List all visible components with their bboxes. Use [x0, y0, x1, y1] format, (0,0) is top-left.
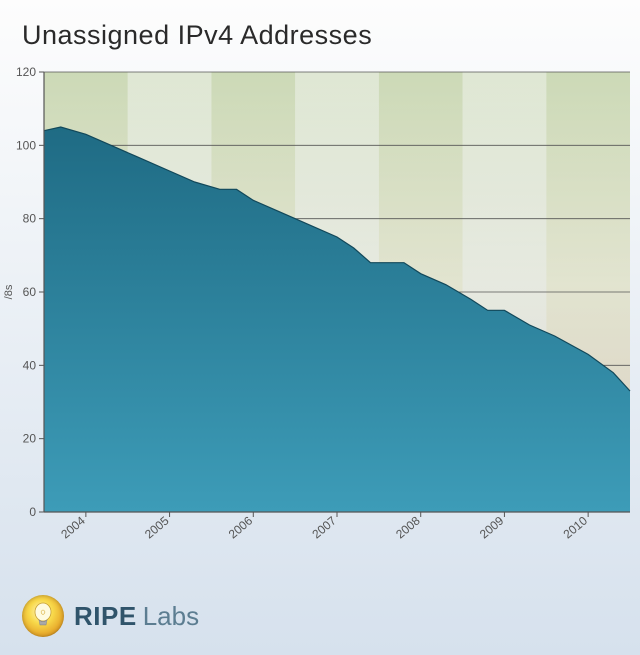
svg-text:2008: 2008: [393, 513, 423, 541]
brand-bold: RIPE: [74, 601, 137, 632]
svg-text:2006: 2006: [226, 513, 256, 541]
svg-text:2007: 2007: [309, 513, 339, 541]
svg-text:/8s: /8s: [3, 284, 15, 299]
brand-light: Labs: [143, 601, 199, 632]
svg-text:2004: 2004: [58, 513, 88, 541]
svg-text:2010: 2010: [561, 513, 591, 541]
svg-text:100: 100: [16, 138, 36, 152]
svg-text:120: 120: [16, 65, 36, 79]
chart-title: Unassigned IPv4 Addresses: [22, 20, 372, 51]
footer-brand: RIPE Labs: [22, 595, 199, 637]
area-chart: 0 20 40 60 80 100 120 2004 2005 2006 2007 2008 2009 2…: [0, 62, 640, 562]
brand-text: RIPE Labs: [74, 601, 199, 632]
svg-text:80: 80: [23, 212, 37, 226]
svg-text:60: 60: [23, 285, 37, 299]
svg-text:20: 20: [23, 432, 37, 446]
chart-container: 0 20 40 60 80 100 120 2004 2005 2006 2007 2008 2009 2…: [0, 62, 640, 562]
svg-text:0: 0: [29, 505, 36, 519]
svg-text:40: 40: [23, 358, 37, 372]
bulb-icon: [22, 595, 64, 637]
svg-text:2005: 2005: [142, 513, 172, 541]
svg-text:2009: 2009: [477, 513, 507, 541]
